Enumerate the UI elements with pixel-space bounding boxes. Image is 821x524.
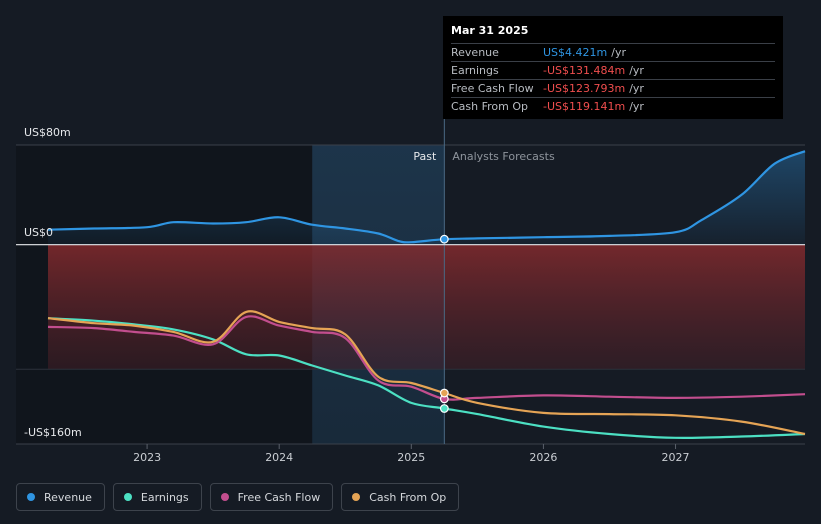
tooltip-date: Mar 31 2025 [451, 24, 529, 37]
revenue-area [48, 151, 805, 245]
legend-dot-icon [123, 493, 132, 501]
forecast-label: Analysts Forecasts [452, 150, 555, 163]
legend-dot-icon [352, 493, 361, 501]
tooltip-label: Earnings [451, 64, 499, 77]
tooltip-unit: /yr [629, 64, 644, 77]
series-line-earnings [47, 317, 806, 439]
tooltip-row-revenue: Revenue US$4.421m /yr [451, 43, 775, 61]
x-tick-label: 2027 [662, 451, 690, 464]
legend-dot-icon [220, 493, 229, 501]
tooltip-label: Revenue [451, 46, 499, 59]
x-tick-label: 2024 [265, 451, 293, 464]
marker-cash-from-op [439, 388, 449, 398]
tooltip-value: -US$123.793m [543, 82, 626, 95]
y-label-zero: US$0 [24, 226, 53, 239]
y-label-bottom: -US$160m [24, 426, 82, 439]
marker-revenue [439, 234, 449, 244]
legend-label: Cash From Op [369, 490, 447, 504]
x-tick-label: 2023 [133, 451, 161, 464]
series-line-cash-from-op [47, 310, 806, 436]
tooltip-value: -US$119.141m [543, 100, 626, 113]
chart-canvas: US$80m US$0 -US$160m 2023 2024 2025 2026 2027 Pa… [16, 95, 806, 464]
series-line-free-cash-flow [47, 315, 806, 401]
tooltip-label: Free Cash Flow [451, 82, 534, 95]
tooltip-row-cash-from-op: Cash From Op -US$119.141m /yr [451, 97, 775, 115]
y-label-top: US$80m [24, 126, 71, 139]
tooltip-unit: /yr [629, 100, 644, 113]
x-tick-label: 2026 [529, 451, 557, 464]
legend-label: Revenue [44, 490, 92, 504]
legend-item-free-cash-flow[interactable]: Free Cash Flow [209, 483, 334, 511]
tooltip-value: US$4.421m [543, 46, 608, 59]
tooltip-unit: /yr [611, 46, 626, 59]
legend-label: Earnings [140, 490, 189, 504]
past-label: Past [413, 150, 437, 163]
legend-item-earnings[interactable]: Earnings [112, 483, 202, 511]
tooltip-value: -US$131.484m [543, 64, 626, 77]
tooltip-unit: /yr [629, 82, 644, 95]
legend: Revenue Earnings Free Cash Flow Cash Fro… [16, 483, 460, 511]
tooltip-label: Cash From Op [451, 100, 529, 113]
legend-label: Free Cash Flow [237, 490, 321, 504]
series-line-revenue [47, 150, 806, 244]
tooltip-row-free-cash-flow: Free Cash Flow -US$123.793m /yr [451, 79, 775, 97]
marker-earnings [439, 404, 449, 413]
tooltip-row-earnings: Earnings -US$131.484m /yr [451, 61, 775, 79]
loss-region [48, 244, 805, 370]
legend-dot-icon [27, 493, 35, 501]
legend-item-revenue[interactable]: Revenue [16, 483, 105, 511]
tooltip: Mar 31 2025 Revenue US$4.421m /yr Earnin… [443, 16, 783, 119]
x-tick-label: 2025 [397, 451, 425, 464]
legend-item-cash-from-op[interactable]: Cash From Op [341, 483, 460, 511]
